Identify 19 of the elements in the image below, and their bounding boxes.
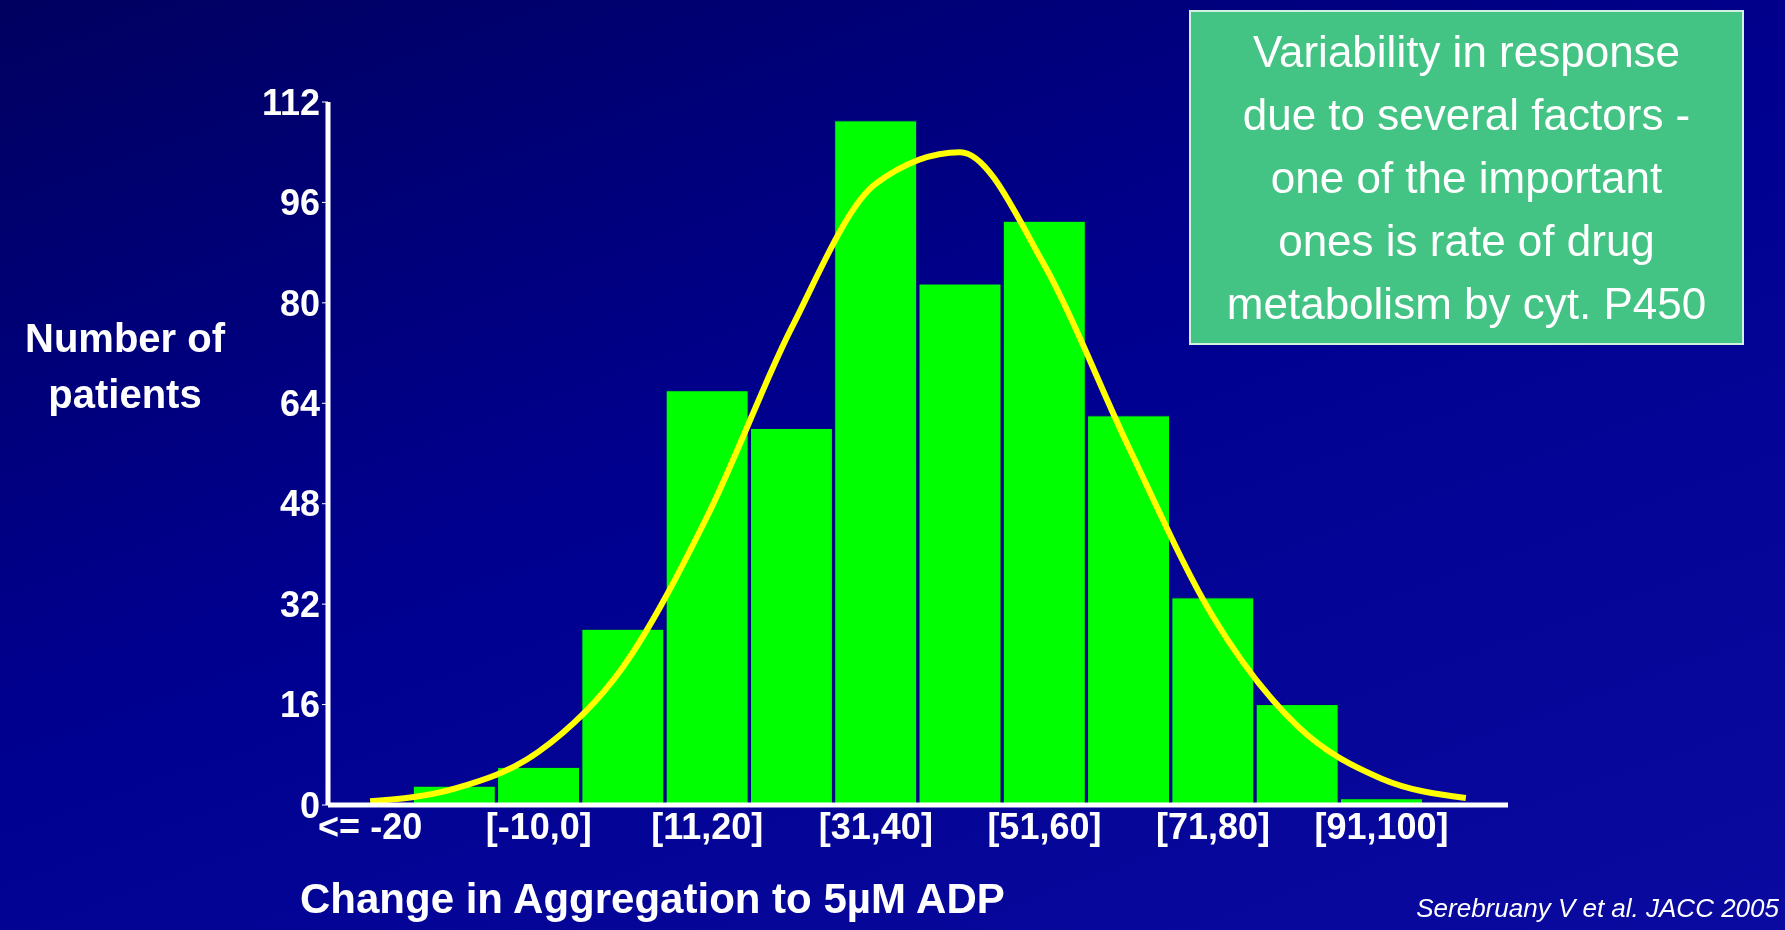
text: Serebruany V et al. JACC 2005	[1416, 893, 1779, 924]
x-tick-label: [-10,0]	[485, 805, 592, 847]
x-tick-label: [71,80]	[1155, 805, 1271, 847]
y-tick-label: 32	[279, 583, 320, 625]
x-tick-label: <= -20	[318, 805, 423, 847]
x-tick-label: [51,60]	[987, 805, 1102, 847]
y-tick-label: 0	[299, 784, 320, 826]
x-tick-label: [11,20]	[651, 805, 764, 847]
y-tick-label: 96	[279, 182, 320, 224]
x-tick-label: [91,100]	[1314, 805, 1449, 847]
x-axis-title: Change in Aggregation to 5µM ADP	[300, 875, 1005, 923]
annotation: Variability in response due to several factors - one of the important ones is rate of drug metabolism by cyt. P450	[1189, 10, 1744, 345]
y-tick-label: 112	[261, 81, 320, 123]
y-tick-label: 64	[279, 383, 320, 425]
y-tick-label: 16	[279, 684, 320, 726]
x-tick-label: [31,40]	[818, 805, 933, 847]
y-axis-title: Number of patients	[24, 315, 227, 418]
y-tick-label: 80	[279, 282, 320, 324]
y-tick-label: 48	[279, 483, 320, 525]
